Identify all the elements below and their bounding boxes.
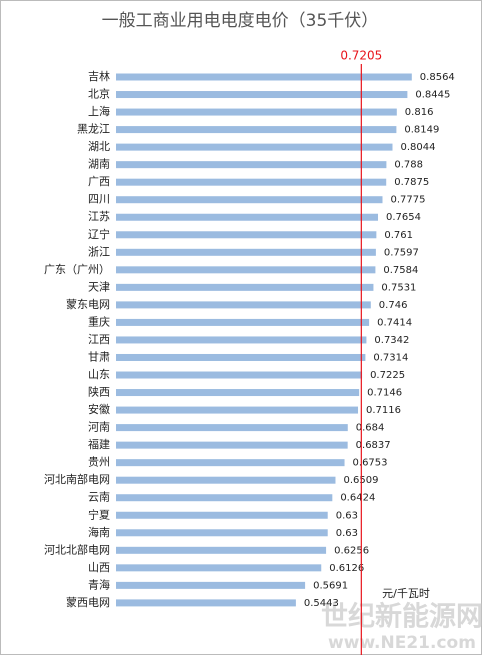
value-label: 0.8044 [400, 142, 435, 153]
value-label: 0.6753 [353, 458, 388, 469]
value-label: 0.7597 [384, 247, 419, 258]
bar [116, 318, 370, 326]
category-label: 山东 [88, 368, 110, 381]
value-label: 0.7116 [366, 405, 401, 416]
bar [116, 231, 377, 239]
category-label: 吉林 [88, 69, 110, 83]
bar [116, 353, 366, 361]
category-label: 江西 [88, 333, 110, 346]
category-label: 江苏 [88, 210, 110, 223]
bar [116, 283, 374, 291]
bar [116, 108, 397, 116]
bar [116, 459, 345, 467]
category-label: 辽宁 [88, 227, 110, 241]
reference-label: 0.7205 [340, 49, 382, 63]
watermark: 世纪新能源网 [321, 601, 482, 633]
value-label: 0.7531 [381, 282, 416, 293]
value-label: 0.788 [394, 160, 423, 171]
bar [116, 91, 408, 99]
category-label: 福建 [88, 437, 110, 451]
watermark: www.NE21.com [328, 633, 476, 653]
category-label: 重庆 [88, 314, 110, 328]
value-label: 0.7875 [394, 177, 429, 188]
bar [116, 178, 387, 186]
value-label: 0.6424 [340, 493, 375, 504]
category-label: 蒙东电网 [66, 298, 110, 311]
bar [116, 371, 363, 379]
bar [116, 581, 306, 589]
bar [116, 126, 397, 134]
value-label: 0.7146 [367, 388, 402, 399]
category-label: 黑龙江 [77, 123, 110, 136]
category-label: 山西 [88, 561, 110, 574]
category-label: 贵州 [88, 456, 110, 469]
value-label: 0.7314 [373, 352, 408, 363]
bar [116, 266, 376, 274]
bar [116, 494, 333, 502]
value-label: 0.7342 [374, 335, 409, 346]
bar [116, 248, 376, 256]
category-label: 广西 [88, 175, 110, 188]
value-label: 0.761 [384, 230, 413, 241]
bar [116, 441, 348, 449]
value-label: 0.6126 [329, 563, 364, 574]
bar [116, 161, 387, 169]
value-label: 0.7225 [370, 370, 405, 381]
value-label: 0.6837 [356, 440, 391, 451]
value-label: 0.8564 [420, 72, 455, 83]
category-label: 广东（广州） [44, 263, 110, 276]
value-label: 0.63 [336, 528, 358, 539]
bar [116, 336, 367, 344]
value-label: 0.7414 [377, 317, 412, 328]
value-label: 0.746 [379, 300, 408, 311]
value-label: 0.5443 [304, 598, 339, 609]
bar [116, 424, 348, 432]
category-label: 河北北部电网 [44, 542, 110, 556]
bar [116, 564, 322, 572]
category-label: 安徽 [88, 402, 110, 416]
category-label: 北京 [88, 87, 110, 101]
category-label: 上海 [88, 104, 110, 118]
value-label: 0.6256 [334, 545, 369, 556]
category-label: 蒙西电网 [66, 596, 110, 609]
value-label: 0.7584 [383, 265, 418, 276]
category-label: 青海 [88, 577, 110, 591]
bar [116, 143, 393, 151]
bar [116, 196, 383, 204]
category-label: 河北南部电网 [44, 472, 110, 486]
category-label: 海南 [88, 525, 110, 539]
category-label: 甘肃 [88, 350, 110, 363]
bar [116, 529, 328, 537]
category-label: 湖南 [88, 158, 110, 171]
value-label: 0.7775 [391, 195, 426, 206]
value-label: 0.816 [405, 107, 434, 118]
bar [116, 213, 379, 221]
category-label: 河南 [88, 421, 110, 434]
bar [116, 301, 371, 309]
bar [116, 599, 296, 607]
value-label: 0.684 [356, 423, 385, 434]
bar [116, 476, 336, 484]
value-label: 0.8445 [415, 90, 450, 101]
unit-note: 元/千瓦时 [382, 587, 430, 600]
category-label: 四川 [88, 193, 110, 206]
chart-title: 一般工商业用电电度电价（35千伏） [102, 11, 379, 31]
bar [116, 389, 360, 397]
category-label: 天津 [88, 280, 110, 293]
value-label: 0.5691 [313, 580, 348, 591]
category-label: 湖北 [88, 140, 110, 153]
value-label: 0.7654 [386, 212, 421, 223]
bar [116, 406, 359, 414]
category-label: 宁夏 [88, 507, 110, 521]
value-label: 0.63 [336, 510, 358, 521]
bar [116, 546, 327, 554]
value-label: 0.8149 [404, 125, 439, 136]
category-label: 陕西 [88, 385, 110, 399]
category-label: 云南 [88, 491, 110, 504]
bar [116, 73, 412, 81]
bar [116, 511, 328, 519]
category-label: 浙江 [88, 245, 110, 258]
